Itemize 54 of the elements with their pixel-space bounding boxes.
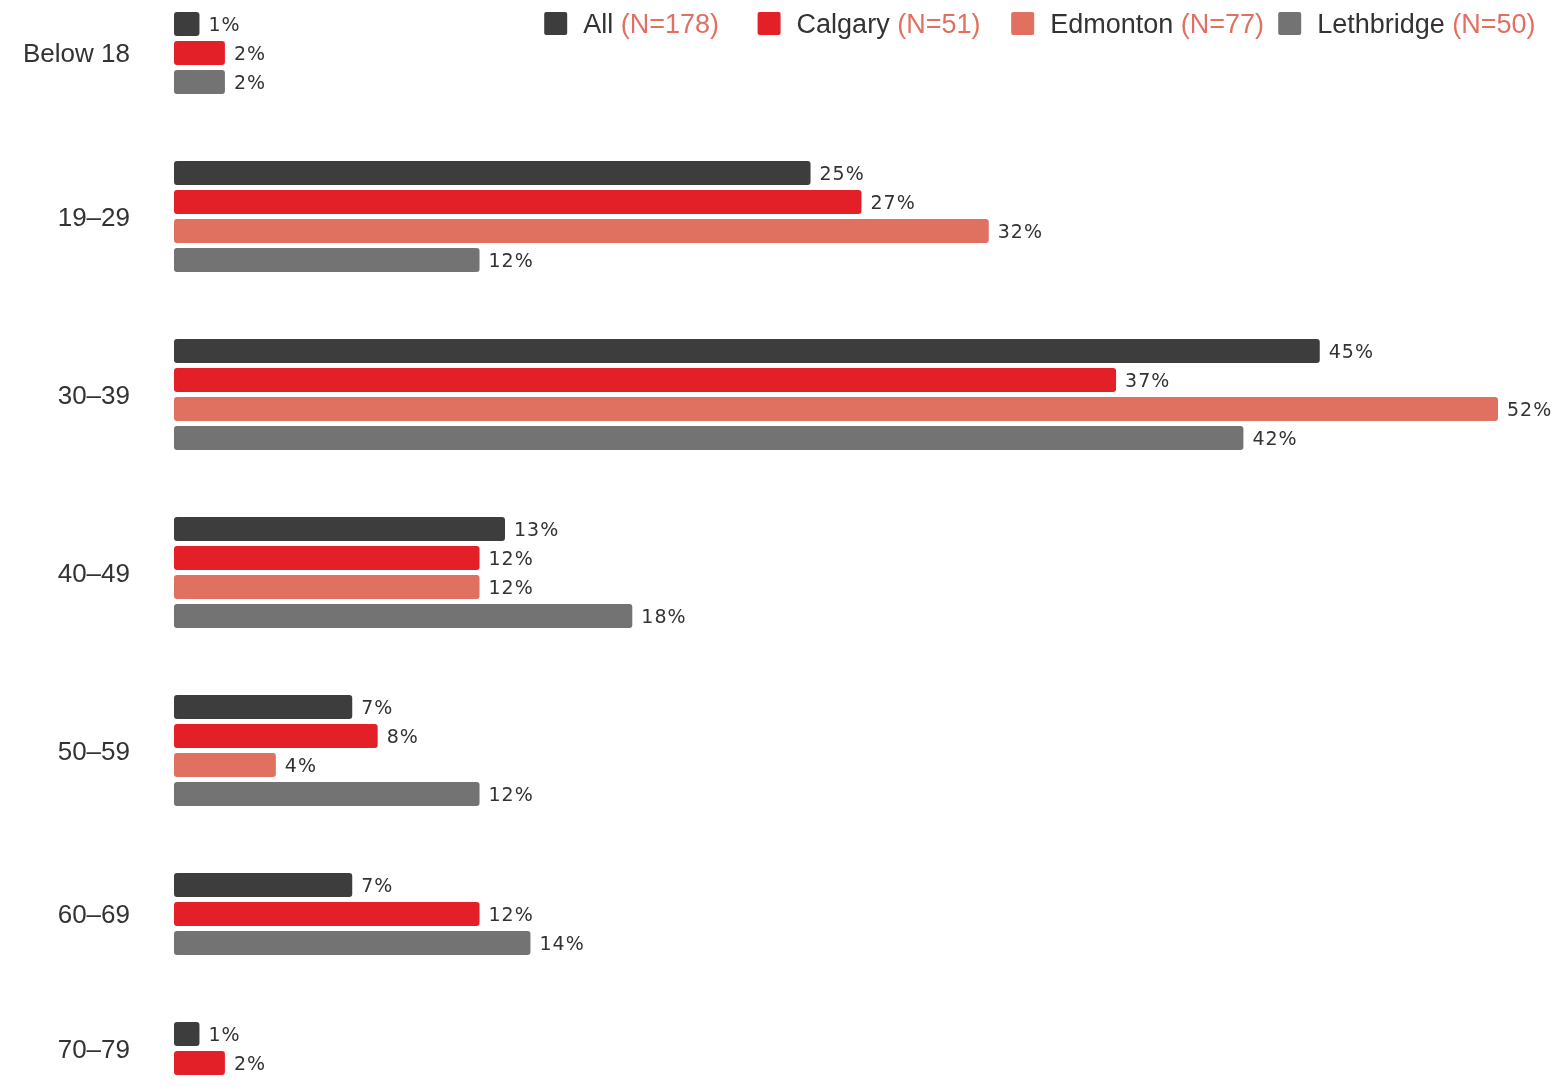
bar xyxy=(174,190,862,214)
data-label: 12% xyxy=(488,547,534,569)
bar xyxy=(174,873,353,897)
y-tick-label: 19–29 xyxy=(57,201,130,232)
data-label: 32% xyxy=(997,220,1043,242)
bar xyxy=(174,782,480,806)
data-label: 2% xyxy=(233,42,267,64)
bar xyxy=(174,426,1244,450)
bar xyxy=(174,902,480,926)
data-label: 52% xyxy=(1507,398,1553,420)
data-label: 1% xyxy=(208,13,241,35)
bar xyxy=(174,753,276,777)
bar xyxy=(174,161,811,185)
data-label: 12% xyxy=(488,576,534,598)
y-tick-label: 30–39 xyxy=(57,379,130,410)
data-label: 12% xyxy=(488,903,534,925)
data-label: 7% xyxy=(361,696,394,718)
data-label: 14% xyxy=(539,932,585,954)
legend-label: Edmonton (N=77) xyxy=(1050,9,1265,39)
bar xyxy=(174,339,1320,363)
data-label: 13% xyxy=(514,518,560,540)
bar xyxy=(174,546,480,570)
legend-label: Calgary (N=51) xyxy=(796,9,981,39)
bar xyxy=(174,397,1498,421)
bar xyxy=(174,219,989,243)
data-label: 2% xyxy=(233,71,267,93)
data-label: 42% xyxy=(1252,427,1298,449)
y-tick-label: 50–59 xyxy=(57,735,130,766)
y-tick-label: Below 18 xyxy=(23,38,130,68)
data-label: 4% xyxy=(284,754,317,776)
bar xyxy=(174,70,225,94)
data-label: 7% xyxy=(361,874,394,896)
legend-label: All (N=178) xyxy=(583,9,720,39)
bar xyxy=(174,517,505,541)
y-tick-label: 40–49 xyxy=(57,557,130,588)
legend-label: Lethbridge (N=50) xyxy=(1317,9,1536,39)
data-label: 12% xyxy=(488,249,534,271)
data-label: 2% xyxy=(233,1052,267,1074)
bar xyxy=(174,724,378,748)
bar xyxy=(174,575,480,599)
y-tick-label: 60–69 xyxy=(57,899,130,929)
data-label: 12% xyxy=(488,783,534,805)
data-label: 45% xyxy=(1328,340,1374,362)
bar xyxy=(174,248,480,272)
data-label: 27% xyxy=(870,191,916,213)
bar xyxy=(174,695,353,719)
data-label: 37% xyxy=(1125,369,1171,391)
data-label: 25% xyxy=(819,162,865,184)
data-label: 18% xyxy=(641,605,687,627)
y-tick-label: 70–79 xyxy=(57,1033,130,1064)
bar xyxy=(174,604,633,628)
bar xyxy=(174,368,1117,392)
data-label: 1% xyxy=(208,1023,241,1045)
data-label: 8% xyxy=(386,725,419,747)
